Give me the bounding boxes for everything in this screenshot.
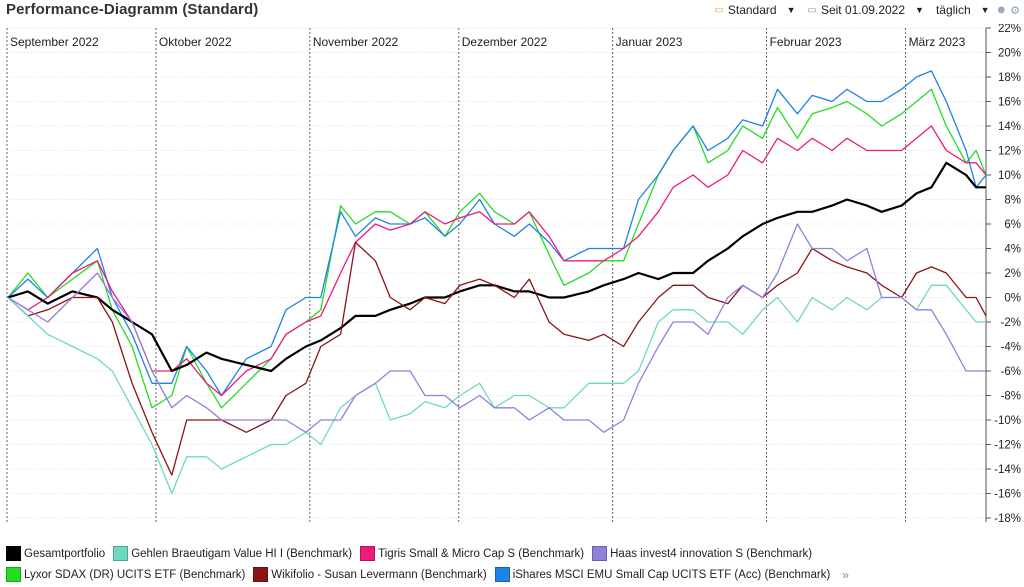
gear-icon[interactable]: ⚙ — [1010, 4, 1020, 17]
legend-swatch — [6, 567, 21, 582]
chevron-down-icon: ▼ — [980, 5, 990, 15]
y-tick-label: 14% — [998, 121, 1021, 133]
series-line-gehlen-braeutigam-value-hi-i-benchmark[interactable] — [7, 284, 986, 495]
y-tick-label: 16% — [998, 97, 1021, 109]
period-selector[interactable]: ▭ Seit 01.09.2022 ▼ — [807, 3, 923, 17]
y-tick-label: -8% — [1001, 391, 1021, 403]
chart-legend: Gesamtportfolio Gehlen Braeutigam Value H… — [6, 543, 1016, 585]
legend-label: iShares MSCI EMU Small Cap UCITS ETF (Ac… — [512, 568, 831, 581]
y-tick-label: 20% — [998, 48, 1021, 60]
interval-selector[interactable]: täglich ▼ — [936, 3, 990, 17]
y-tick-label: -6% — [1001, 366, 1021, 378]
view-selector-label: Standard — [727, 3, 777, 17]
legend-label: Gehlen Braeutigam Value HI I (Benchmark) — [131, 547, 353, 560]
y-tick-label: 12% — [998, 146, 1021, 158]
y-tick-label: -10% — [994, 415, 1021, 427]
legend-row: Lyxor SDAX (DR) UCITS ETF (Benchmark) Wik… — [6, 564, 1016, 585]
legend-item[interactable]: Tigris Small & Micro Cap S (Benchmark) — [360, 546, 584, 561]
legend-label: Tigris Small & Micro Cap S (Benchmark) — [378, 547, 585, 560]
legend-item[interactable]: Gehlen Braeutigam Value HI I (Benchmark) — [113, 546, 352, 561]
y-tick-label: -12% — [994, 440, 1021, 452]
y-tick-label: 22% — [998, 24, 1021, 35]
y-tick-label: -16% — [994, 489, 1021, 501]
series-line-wikifolio-susan-levermann-benchmark[interactable] — [7, 241, 987, 476]
y-tick-label: 6% — [1004, 219, 1021, 231]
legend-more-button[interactable]: » — [842, 567, 849, 582]
legend-swatch — [253, 567, 269, 582]
y-tick-label: 0% — [1004, 293, 1021, 305]
y-tick-label: 8% — [1004, 195, 1021, 207]
page-title: Performance-Diagramm (Standard) — [6, 1, 259, 18]
legend-item[interactable]: Lyxor SDAX (DR) UCITS ETF (Benchmark) — [6, 567, 245, 582]
legend-item[interactable]: Gesamtportfolio — [6, 546, 105, 561]
month-label: März 2023 — [909, 35, 966, 49]
legend-label: Lyxor SDAX (DR) UCITS ETF (Benchmark) — [24, 568, 246, 581]
legend-label: Haas invest4 innovation S (Benchmark) — [610, 547, 813, 560]
y-tick-label: 18% — [998, 72, 1021, 84]
legend-label: Wikifolio - Susan Levermann (Benchmark) — [271, 568, 487, 581]
view-selector[interactable]: ▭ Standard ▼ — [714, 3, 795, 17]
y-tick-label: 10% — [998, 170, 1021, 182]
calendar-icon: ▭ — [807, 4, 817, 16]
legend-swatch — [592, 546, 608, 561]
legend-swatch — [494, 567, 510, 582]
legend-item[interactable]: iShares MSCI EMU Small Cap UCITS ETF (Ac… — [494, 567, 831, 582]
y-tick-label: 4% — [1004, 244, 1021, 256]
y-tick-label: 2% — [1004, 268, 1021, 280]
chevron-down-icon: ▼ — [915, 5, 924, 15]
legend-label: Gesamtportfolio — [24, 547, 106, 560]
y-tick-label: -4% — [1001, 342, 1021, 354]
y-tick-label: -2% — [1001, 317, 1021, 329]
legend-swatch — [6, 546, 21, 561]
chart-header: Performance-Diagramm (Standard) ▭ Standa… — [0, 0, 1024, 24]
y-tick-label: -18% — [994, 513, 1021, 525]
month-label: September 2022 — [10, 35, 99, 49]
chart-toolbar: ▭ Standard ▼ ▭ Seit 01.09.2022 ▼ täglich… — [708, 3, 1020, 17]
month-label: Oktober 2022 — [159, 35, 232, 49]
series-line-haas-invest4-innovation-s-benchmark[interactable] — [7, 223, 986, 433]
user-icon[interactable]: ☻ — [995, 4, 1008, 16]
month-label: Dezember 2022 — [462, 35, 548, 49]
legend-swatch — [113, 546, 129, 561]
series-line-gesamtportfolio[interactable] — [7, 161, 986, 373]
legend-row: Gesamtportfolio Gehlen Braeutigam Value H… — [6, 543, 1016, 564]
period-selector-label: Seit 01.09.2022 — [820, 3, 906, 17]
interval-selector-label: täglich — [935, 3, 971, 17]
month-label: Februar 2023 — [770, 35, 842, 49]
month-label: November 2022 — [313, 35, 399, 49]
month-label: Januar 2023 — [616, 35, 683, 49]
legend-swatch — [360, 546, 376, 561]
period-icon: ▭ — [714, 4, 724, 16]
chevron-down-icon: ▼ — [786, 5, 796, 15]
legend-item[interactable]: Haas invest4 innovation S (Benchmark) — [592, 546, 812, 561]
performance-chart: 22% 20% 18% 16% 14% 12% 10% 8% 6% 4% 2% 0% -2% -4% -6%… — [6, 24, 1021, 525]
legend-item[interactable]: Wikifolio - Susan Levermann (Benchmark) — [253, 567, 487, 582]
series-line-ishares-msci-emu-small-cap-ucits-etf-acc-benchmark[interactable] — [7, 70, 987, 397]
y-tick-label: -14% — [994, 464, 1021, 476]
